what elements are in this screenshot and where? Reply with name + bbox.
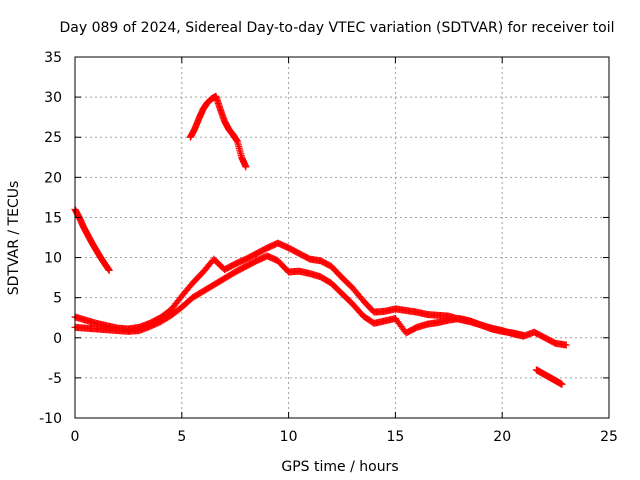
y-tick-label: -5	[48, 371, 62, 387]
plot-frame	[74, 56, 610, 419]
y-tick-label: 35	[44, 50, 62, 66]
y-tick-label: -10	[39, 411, 62, 427]
x-tick-label: 15	[386, 429, 404, 445]
y-axis-label: SDTVAR / TECUs	[6, 181, 22, 296]
x-tick-label: 5	[177, 429, 186, 445]
x-tick-label: 10	[280, 429, 298, 445]
x-tick-label: 20	[493, 429, 511, 445]
data-point	[105, 266, 113, 274]
y-tick-label: 0	[53, 331, 62, 347]
y-tick-label: 20	[44, 170, 62, 186]
grid	[75, 57, 609, 418]
y-tick-label: 25	[44, 130, 62, 146]
series-late-decline	[532, 366, 566, 388]
y-tick-label: 15	[44, 210, 62, 226]
x-axis-label: GPS time / hours	[281, 459, 398, 475]
x-tick-label: 0	[71, 429, 80, 445]
y-tick-label: 5	[53, 291, 62, 307]
series-early-decline	[71, 205, 113, 274]
series-high-arc	[186, 92, 250, 171]
data-point	[558, 380, 566, 388]
y-tick-label: 30	[44, 90, 62, 106]
axis-ticks: 0 5 10 15 20 25 -10 -5 0 5 10 15 20 25 30 35	[39, 50, 618, 445]
data-point	[520, 331, 528, 339]
chart-title: Day 089 of 2024, Sidereal Day-to-day VTE…	[59, 20, 614, 36]
data-point	[562, 341, 570, 349]
series-main-arc-b	[71, 252, 528, 339]
data-points	[71, 92, 570, 388]
x-tick-label: 25	[600, 429, 618, 445]
y-tick-label: 10	[44, 251, 62, 267]
data-point	[242, 163, 250, 171]
